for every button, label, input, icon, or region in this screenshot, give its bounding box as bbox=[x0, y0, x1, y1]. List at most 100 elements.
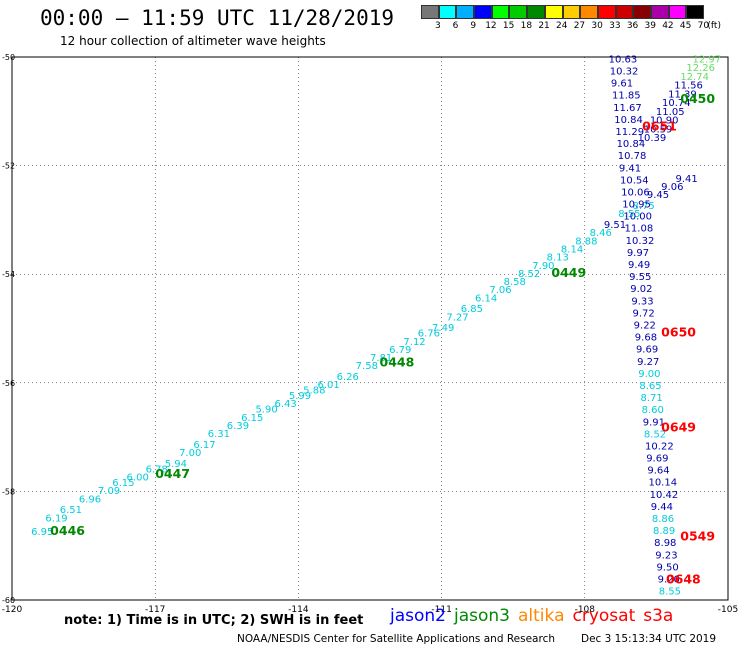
column-value-label: 9.22 bbox=[634, 321, 656, 332]
column-value-label: 8.60 bbox=[642, 405, 664, 416]
lat-tick-label: -54 bbox=[2, 270, 15, 279]
legend-label: 45 bbox=[679, 21, 692, 31]
legend-swatch bbox=[633, 5, 651, 19]
legend-label: 39 bbox=[644, 21, 656, 31]
legend-swatch bbox=[421, 5, 439, 19]
legend-label: 24 bbox=[556, 21, 568, 31]
column-value-label: 9.49 bbox=[628, 260, 650, 271]
track-value-label: 8.52 bbox=[518, 269, 540, 280]
track-value-label: 6.19 bbox=[45, 513, 67, 524]
legend-swatch bbox=[474, 5, 492, 19]
column-value-label: 9.50 bbox=[656, 562, 678, 573]
lat-tick-label: -56 bbox=[2, 379, 15, 388]
track-value-label: 8.55 bbox=[618, 209, 640, 220]
track-value-label: 9.41 bbox=[675, 174, 697, 185]
track-value-label: 8.14 bbox=[561, 244, 583, 255]
track-value-label: 6.31 bbox=[208, 429, 230, 440]
column-value-label: 9.61 bbox=[611, 79, 633, 90]
time-label: 0651 bbox=[642, 118, 677, 133]
generated-timestamp: Dec 3 15:13:34 UTC 2019 bbox=[581, 633, 717, 645]
track-value-label: 8.88 bbox=[575, 236, 597, 247]
legend-label: 15 bbox=[502, 21, 515, 31]
lat-tick-label: -58 bbox=[2, 487, 15, 496]
column-value-label: 11.29 bbox=[615, 127, 644, 138]
legend-label: 36 bbox=[626, 21, 639, 31]
lon-tick-label: -117 bbox=[145, 605, 165, 615]
track-value-label: 5.99 bbox=[289, 391, 311, 402]
column-value-label: 10.63 bbox=[609, 54, 638, 65]
column-value-label: 10.14 bbox=[648, 478, 677, 489]
legend-label: 70 bbox=[697, 21, 710, 31]
track-value-label: 6.15 bbox=[112, 478, 134, 489]
legend-label: 18 bbox=[520, 21, 533, 31]
legend-swatch bbox=[527, 5, 545, 19]
ne-track-value-label: 12.74 bbox=[680, 72, 709, 83]
legend-swatch bbox=[650, 5, 669, 19]
track-value-label: 9.51 bbox=[604, 220, 626, 231]
time-label: 0447 bbox=[155, 466, 190, 481]
lon-tick-label: -114 bbox=[288, 605, 309, 615]
track-value-label: 7.06 bbox=[489, 285, 511, 296]
legend-swatch bbox=[438, 5, 457, 19]
satellite-legend-jason3: jason3 bbox=[454, 606, 510, 626]
column-value-label: 9.97 bbox=[627, 248, 649, 259]
track-value-label: 8.46 bbox=[590, 228, 612, 239]
column-value-label: 8.98 bbox=[654, 538, 676, 549]
track-value-label: 7.09 bbox=[98, 486, 120, 497]
time-label: 0448 bbox=[380, 355, 415, 370]
track-value-label: 6.26 bbox=[337, 372, 359, 383]
track-value-label: 6.51 bbox=[60, 505, 82, 516]
legend-label: 6 bbox=[452, 21, 459, 31]
time-label: 0648 bbox=[666, 572, 701, 587]
page-title: 00:00 – 11:59 UTC 11/28/2019 bbox=[40, 6, 395, 30]
satellite-legend-altika: altika bbox=[518, 606, 565, 626]
legend-swatch bbox=[562, 5, 581, 19]
legend-swatch bbox=[456, 5, 475, 19]
track-value-label: 9.45 bbox=[647, 190, 669, 201]
column-value-label: 9.00 bbox=[638, 369, 660, 380]
column-value-label: 8.65 bbox=[639, 381, 661, 392]
column-value-label: 8.55 bbox=[659, 587, 681, 598]
track-value-label: 7.58 bbox=[356, 361, 378, 372]
ne-track-value-label: 10.39 bbox=[638, 133, 667, 144]
column-value-label: 9.69 bbox=[636, 345, 658, 356]
track-value-label: 7.12 bbox=[403, 337, 425, 348]
track-value-label: 6.39 bbox=[227, 421, 249, 432]
track-value-label: 7.81 bbox=[370, 353, 392, 364]
track-value-label: 9.06 bbox=[661, 182, 683, 193]
track-value-label: 6.43 bbox=[275, 399, 297, 410]
map-frame bbox=[11, 56, 729, 601]
lon-tick-label: -120 bbox=[2, 605, 23, 615]
track-value-label: 6.15 bbox=[241, 413, 263, 424]
track-value-label: 6.78 bbox=[146, 464, 168, 475]
time-label: 0446 bbox=[50, 523, 85, 538]
lon-tick-label: -108 bbox=[575, 605, 596, 615]
time-label: 0449 bbox=[551, 265, 586, 280]
track-value-label: 6.95 bbox=[31, 527, 53, 538]
track-value-label: 7.90 bbox=[532, 261, 554, 272]
lat-tick-label: -52 bbox=[2, 162, 15, 171]
track-value-label: 7.27 bbox=[446, 312, 468, 323]
track-value-label: 6.79 bbox=[389, 345, 411, 356]
column-value-label: 9.72 bbox=[633, 308, 655, 319]
lon-tick-label: -111 bbox=[431, 605, 451, 615]
column-value-label: 11.67 bbox=[613, 103, 642, 114]
ne-track-value-label: 12.26 bbox=[686, 63, 715, 74]
column-value-label: 8.71 bbox=[640, 393, 662, 404]
ne-track-value-label: 10.90 bbox=[650, 116, 679, 127]
lat-tick-label: -50 bbox=[2, 53, 15, 62]
column-value-label: 10.54 bbox=[620, 175, 649, 186]
column-value-label: 8.52 bbox=[644, 429, 666, 440]
credit-line: NOAA/NESDIS Center for Satellite Applica… bbox=[237, 633, 555, 645]
color-scale-legend bbox=[421, 5, 704, 19]
column-value-label: 10.84 bbox=[617, 139, 646, 150]
satellite-legend-s3a: s3a bbox=[643, 606, 674, 626]
column-value-label: 10.84 bbox=[614, 115, 643, 126]
column-value-label: 10.42 bbox=[650, 490, 679, 501]
column-value-label: 9.20 bbox=[658, 574, 680, 585]
column-value-label: 10.00 bbox=[623, 212, 652, 223]
satellite-legend-jason2: jason2 bbox=[390, 606, 446, 626]
track-value-label: 7.00 bbox=[179, 448, 201, 459]
track-value-label: 7.49 bbox=[432, 323, 454, 334]
